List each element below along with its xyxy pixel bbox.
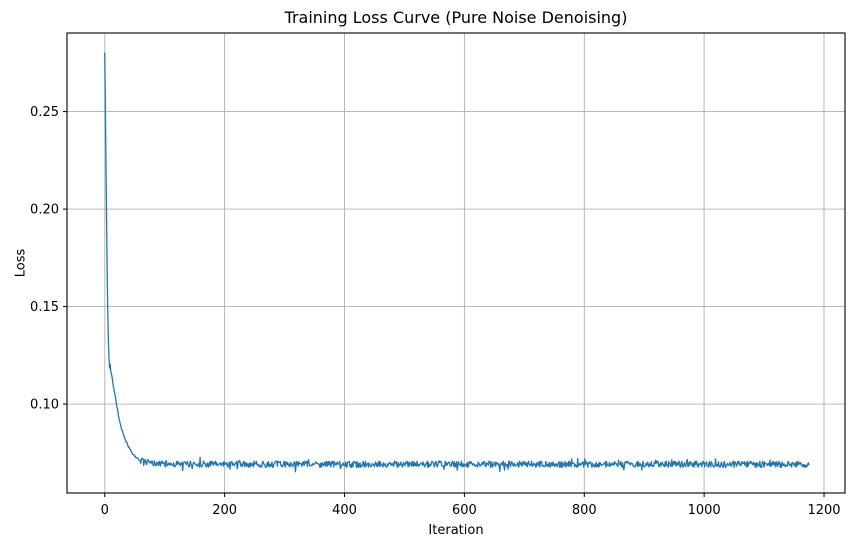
- chart-title: Training Loss Curve (Pure Noise Denoisin…: [284, 8, 628, 27]
- x-tick-label: 800: [572, 503, 597, 518]
- y-axis-label: Loss: [13, 248, 29, 278]
- x-tick-label: 1200: [807, 503, 840, 518]
- x-tick-label: 600: [452, 503, 477, 518]
- y-tick-label: 0.10: [30, 398, 59, 413]
- tick-labels: 0 200 400 600 800 1000 1200 0.10 0.15 0.20 0.25: [30, 105, 841, 518]
- axes-border: [66, 32, 846, 494]
- y-tick-label: 0.15: [30, 300, 59, 315]
- x-tick-label: 0: [101, 503, 109, 518]
- x-tick-label: 200: [212, 503, 237, 518]
- y-tick-label: 0.25: [30, 105, 59, 120]
- x-axis-label: Iteration: [428, 523, 484, 538]
- x-tick-label: 1000: [688, 503, 721, 518]
- training-loss-line: [104, 52, 810, 473]
- grid-lines: [67, 33, 845, 493]
- tick-marks: [63, 111, 825, 497]
- x-tick-label: 400: [332, 503, 357, 518]
- y-tick-label: 0.20: [30, 203, 59, 218]
